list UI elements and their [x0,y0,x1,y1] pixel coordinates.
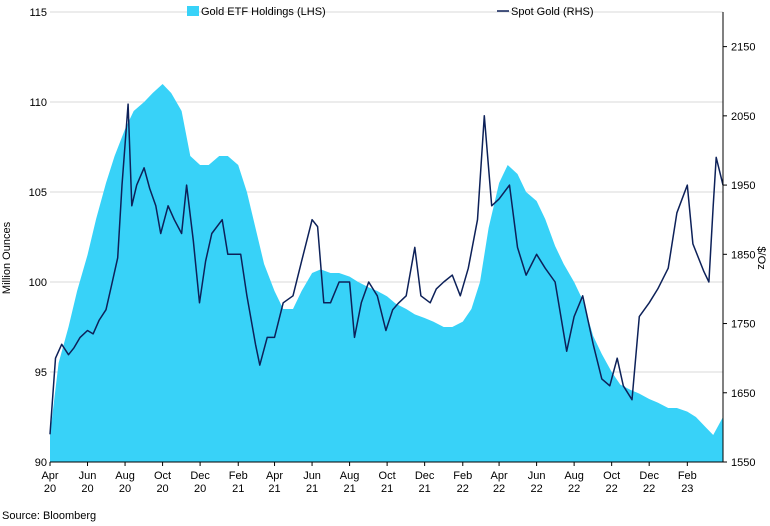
x-tick-label: Feb 23 [678,470,697,495]
x-tick-label: Apr 22 [491,470,508,495]
x-tick-month: Jun [79,470,97,482]
x-tick-month: Aug [564,470,584,482]
x-tick-month: Feb [678,470,697,482]
x-tick-year: 22 [530,483,542,495]
x-tick-year: 21 [343,483,355,495]
x-tick-label: Dec 20 [190,470,210,495]
x-tick-label: Dec 21 [415,470,435,495]
x-tick-month: Oct [379,470,396,482]
x-tick-year: 21 [232,483,244,495]
right-tick-label: 1850 [731,249,755,261]
x-tick-year: 22 [457,483,469,495]
x-tick-label: Aug 21 [340,470,360,495]
right-axis-title: $/Oz [755,246,767,269]
x-tick-label: Oct 20 [154,470,171,495]
right-tick-label: 1550 [731,457,755,469]
x-tick-label: Jun 22 [528,470,546,495]
right-tick-label: 2050 [731,111,755,123]
x-tick-month: Oct [603,470,620,482]
left-axis-title: Million Ounces [1,221,13,294]
x-tick-month: Dec [639,470,659,482]
left-tick-label: 90 [35,457,47,469]
source-note: Source: Bloomberg [2,510,96,522]
x-tick-month: Jun [303,470,321,482]
right-tick-label: 2150 [731,42,755,54]
x-tick-year: 22 [568,483,580,495]
x-tick-label: Feb 22 [453,470,472,495]
x-tick-month: Apr [491,470,508,482]
x-tick-year: 22 [493,483,505,495]
x-tick-label: Feb 21 [229,470,248,495]
legend-area-swatch [187,6,199,16]
x-tick-year: 20 [194,483,206,495]
right-tick-label: 1750 [731,319,755,331]
x-tick-label: Apr 20 [41,470,58,495]
x-tick-month: Dec [190,470,210,482]
x-tick-label: Jun 20 [79,470,97,495]
x-tick-label: Jun 21 [303,470,321,495]
left-tick-label: 110 [29,97,47,109]
legend: Gold ETF Holdings (LHS) Spot Gold (RHS) [187,6,594,18]
x-tick-month: Aug [115,470,135,482]
x-tick-year: 20 [119,483,131,495]
spot-gold-line [49,103,724,435]
x-tick-year: 23 [681,483,693,495]
x-tick-year: 21 [419,483,431,495]
right-tick-label: 1950 [731,180,755,192]
x-tick-label: Aug 20 [115,470,135,495]
left-tick-label: 115 [29,7,47,19]
left-tick-label: 95 [35,367,47,379]
x-tick-month: Feb [453,470,472,482]
left-axis-ticks: 90 95 100 105 110 115 [29,7,47,469]
x-tick-year: 21 [306,483,318,495]
right-tick-label: 1650 [731,388,755,400]
x-tick-year: 21 [381,483,393,495]
x-tick-year: 22 [643,483,655,495]
x-tick-label: Oct 22 [603,470,620,495]
x-tick-month: Feb [229,470,248,482]
x-tick-year: 20 [156,483,168,495]
x-tick-label: Dec 22 [639,470,659,495]
x-tick-month: Oct [154,470,171,482]
x-tick-year: 20 [44,483,56,495]
x-tick-year: 22 [606,483,618,495]
x-tick-label: Apr 21 [266,470,283,495]
legend-area-label: Gold ETF Holdings (LHS) [201,6,326,18]
x-tick-month: Apr [41,470,58,482]
x-tick-label: Oct 21 [379,470,396,495]
x-tick-year: 21 [268,483,280,495]
etf-holdings-area [50,84,723,462]
legend-line-label: Spot Gold (RHS) [511,6,594,18]
x-tick-month: Apr [266,470,283,482]
spot-gold-line-layer [49,103,724,435]
x-tick-month: Jun [528,470,546,482]
left-tick-label: 105 [29,187,47,199]
x-tick-month: Aug [340,470,360,482]
x-tick-label: Aug 22 [564,470,584,495]
x-tick-month: Dec [415,470,435,482]
x-tick-year: 20 [81,483,93,495]
right-axis-ticks: 1550 1650 1750 1850 1950 2050 2150 [723,42,755,469]
etf-holdings-area-layer [50,84,723,462]
left-tick-label: 100 [29,277,47,289]
